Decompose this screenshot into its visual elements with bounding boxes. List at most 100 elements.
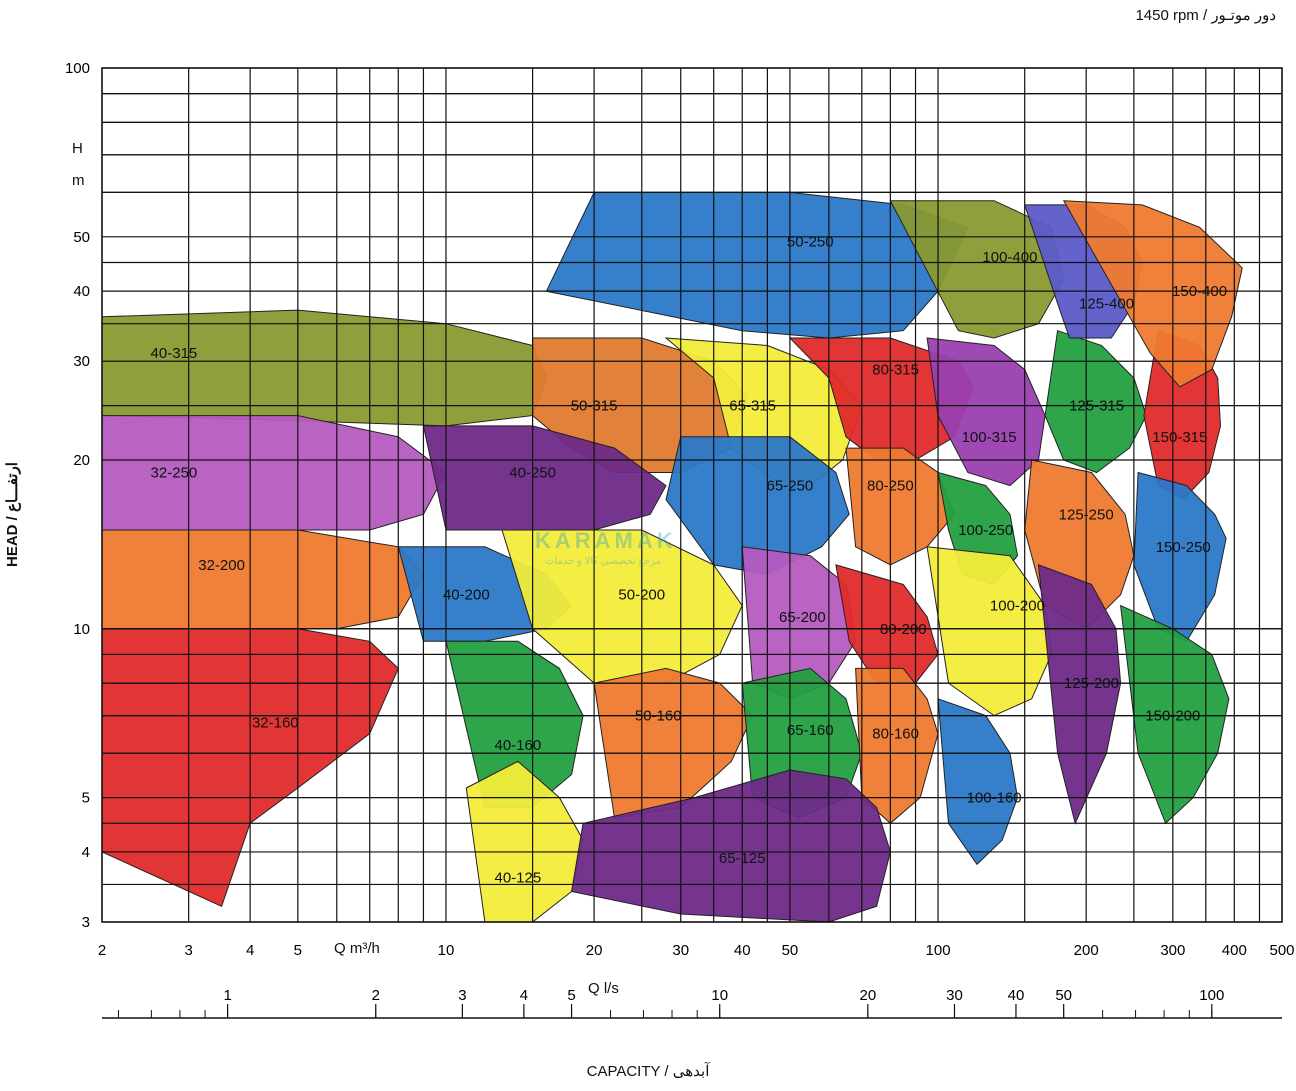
watermark-text: KARAMAK (535, 528, 677, 553)
y-tick-20: 20 (73, 452, 90, 469)
ls-tick-10: 10 (711, 987, 728, 1004)
x-tick-20: 20 (586, 942, 603, 959)
label-100-160: 100-160 (967, 790, 1022, 807)
label-40-315: 40-315 (151, 345, 198, 362)
y-tick-3: 3 (82, 914, 90, 931)
watermark-subtext: مرجع تخصصی کالا و خدمات (545, 556, 661, 567)
y-tick-10: 10 (73, 621, 90, 638)
label-50-160: 50-160 (635, 708, 682, 725)
area-100-200 (926, 546, 1052, 717)
ls-tick-30: 30 (946, 987, 963, 1004)
x-tick-300: 300 (1160, 942, 1185, 959)
area-40-250 (422, 425, 667, 531)
label-125-315: 125-315 (1069, 398, 1124, 415)
ls-tick-2: 2 (372, 987, 380, 1004)
label-80-200: 80-200 (880, 621, 927, 638)
label-65-125: 65-125 (719, 850, 766, 867)
x-tick-200: 200 (1074, 942, 1099, 959)
label-65-315: 65-315 (729, 398, 776, 415)
label-50-315: 50-315 (571, 398, 618, 415)
x-tick-4: 4 (246, 942, 254, 959)
x-tick-labels: 2 3 4 5 10 20 30 40 50 100 200 300 400 500 (98, 942, 1295, 959)
area-150-250 (1133, 471, 1227, 642)
ls-tick-50: 50 (1055, 987, 1072, 1004)
area-100-160 (937, 698, 1019, 866)
area-100-400 (889, 200, 1065, 339)
ls-tick-4: 4 (520, 987, 528, 1004)
label-100-400: 100-400 (982, 249, 1037, 266)
x-tick-30: 30 (672, 942, 689, 959)
area-65-250 (665, 436, 850, 575)
label-125-250: 125-250 (1059, 506, 1114, 523)
pump-labels: 40-315 50-315 65-315 80-315 100-315 125-315 15… (151, 234, 1228, 887)
label-150-400: 150-400 (1172, 283, 1227, 300)
y-unit-h: H (72, 140, 83, 157)
label-125-400: 125-400 (1079, 296, 1134, 313)
area-50-250 (545, 191, 969, 339)
label-150-200: 150-200 (1145, 708, 1200, 725)
ls-tick-5: 5 (567, 987, 575, 1004)
label-40-200: 40-200 (443, 587, 490, 604)
label-40-250: 40-250 (509, 464, 556, 481)
label-150-250: 150-250 (1156, 539, 1211, 556)
ls-tick-100: 100 (1199, 987, 1224, 1004)
y-tick-5: 5 (82, 790, 90, 807)
ls-axis: 1 2 3 4 5 10 20 30 40 50 100 (102, 987, 1282, 1019)
x-tick-100: 100 (926, 942, 951, 959)
y-tick-40: 40 (73, 283, 90, 300)
label-65-250: 65-250 (767, 478, 814, 495)
label-65-200: 65-200 (779, 609, 826, 626)
area-80-315 (788, 337, 974, 461)
label-100-250: 100-250 (958, 522, 1013, 539)
label-80-250: 80-250 (867, 478, 914, 495)
area-40-315 (101, 309, 547, 427)
x-tick-500: 500 (1269, 942, 1294, 959)
y-tick-4: 4 (82, 844, 90, 861)
x-tick-2: 2 (98, 942, 106, 959)
label-32-200: 32-200 (198, 557, 245, 574)
label-80-160: 80-160 (872, 726, 919, 743)
grid-lines (101, 67, 1283, 923)
label-32-250: 32-250 (151, 464, 198, 481)
label-50-200: 50-200 (618, 587, 665, 604)
x-tick-3: 3 (184, 942, 192, 959)
ls-tick-3: 3 (458, 987, 466, 1004)
ls-tick-40: 40 (1008, 987, 1025, 1004)
label-150-315: 150-315 (1152, 429, 1207, 446)
area-125-200 (1037, 564, 1122, 825)
label-50-250: 50-250 (787, 234, 834, 251)
x-tick-40: 40 (734, 942, 751, 959)
ls-tick-20: 20 (859, 987, 876, 1004)
ls-tick-1: 1 (223, 987, 231, 1004)
label-32-160: 32-160 (252, 715, 299, 732)
y-tick-labels: 3 4 5 10 20 30 40 50 100 (65, 60, 90, 931)
label-40-160: 40-160 (495, 737, 542, 754)
x-unit-ls: Q l/s (588, 980, 619, 997)
label-65-160: 65-160 (787, 722, 834, 739)
x-tick-50: 50 (782, 942, 799, 959)
x-axis-label: CAPACITY / آبدهی (586, 1063, 710, 1080)
rpm-label: 1450 rpm / دور موتـور (1135, 7, 1276, 24)
x-tick-10: 10 (438, 942, 455, 959)
y-tick-50: 50 (73, 229, 90, 246)
label-125-200: 125-200 (1064, 675, 1119, 692)
area-125-315 (1044, 330, 1147, 474)
label-100-200: 100-200 (990, 598, 1045, 615)
x-tick-400: 400 (1222, 942, 1247, 959)
x-tick-5: 5 (294, 942, 302, 959)
area-150-400 (1062, 200, 1243, 388)
x-unit-m3h: Q m³/h (334, 940, 380, 957)
label-100-315: 100-315 (962, 429, 1017, 446)
y-tick-100: 100 (65, 60, 90, 77)
area-100-315 (926, 337, 1046, 487)
label-80-315: 80-315 (872, 361, 919, 378)
label-40-125: 40-125 (495, 870, 542, 887)
area-32-200 (101, 529, 425, 630)
plot-frame (101, 67, 1283, 923)
area-40-125 (465, 760, 584, 923)
pump-areas (101, 191, 1243, 923)
y-tick-30: 30 (73, 353, 90, 370)
y-unit-m: m (72, 172, 85, 189)
y-axis-label: HEAD / ارتفـــاع (4, 462, 21, 568)
